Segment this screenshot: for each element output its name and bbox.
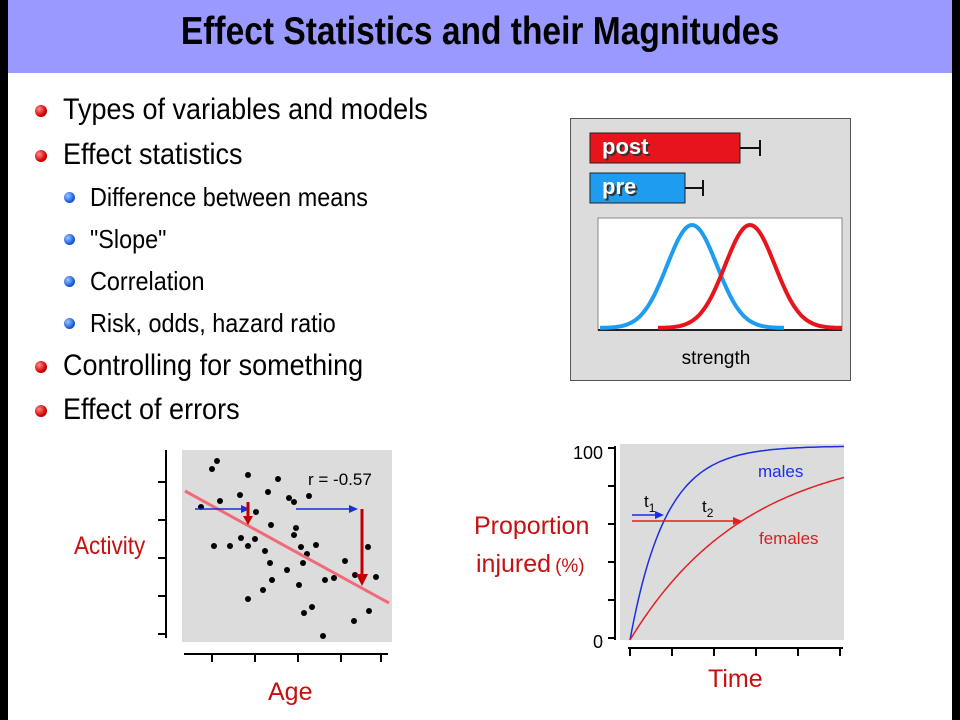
correlation-annotation: r = -0.57 <box>308 470 372 489</box>
strength-axis-label: strength <box>682 348 751 369</box>
bullet-icon <box>35 150 47 162</box>
scatter-point <box>269 577 275 583</box>
scatter-y-label: Activity <box>74 532 145 560</box>
scatter-point <box>227 543 233 549</box>
post-label: post <box>602 134 649 159</box>
survival-panel <box>620 444 844 640</box>
scatter-point <box>298 544 304 550</box>
slide: Effect Statistics and their Magnitudes T… <box>8 0 952 720</box>
arrow-head-icon <box>655 511 664 519</box>
y-tick-label-bottom: 0 <box>593 632 603 652</box>
t2-label: t2 <box>702 497 714 520</box>
y-tick-label-top: 100 <box>573 443 603 463</box>
bullet-icon <box>35 405 47 417</box>
scatter-point <box>217 498 223 504</box>
sub-bullet-icon <box>64 234 75 245</box>
scatter-point <box>306 493 312 499</box>
scatter-point <box>237 492 243 498</box>
scatter-point <box>245 543 251 549</box>
pre-bar <box>589 172 686 204</box>
scatter-point <box>275 476 281 482</box>
scatter-point <box>300 560 306 566</box>
scatter-point <box>291 532 297 538</box>
scatter-point <box>265 489 271 495</box>
survival-y-label-line1: Proportion <box>474 512 589 540</box>
scatter-point <box>309 604 315 610</box>
title-bar: Effect Statistics and their Magnitudes <box>8 0 952 73</box>
arrow-head-icon <box>733 517 742 525</box>
scatter-point <box>260 587 266 593</box>
scatter-point <box>293 525 299 531</box>
arrow-head-icon <box>356 574 368 586</box>
scatter-figure: r = -0.57 Activity Age <box>74 450 392 706</box>
scatter-point <box>291 499 297 505</box>
bullet-item: Types of variables and models <box>63 93 428 126</box>
scatter-point <box>301 610 307 616</box>
scatter-point <box>320 633 326 639</box>
bullet-item: Controlling for something <box>63 349 364 382</box>
scatter-point <box>262 548 268 554</box>
scatter-point <box>253 509 259 515</box>
pre-label-shadow: pre <box>604 176 638 201</box>
scatter-point <box>245 472 251 478</box>
females-curve <box>629 476 845 641</box>
scatter-point <box>296 582 302 588</box>
scatter-point <box>351 618 357 624</box>
scatter-point <box>284 567 290 573</box>
arrow-head-icon <box>243 516 253 525</box>
males-curve <box>629 445 844 641</box>
scatter-point <box>268 522 274 528</box>
bullet-icon <box>35 361 47 373</box>
t1-label: t1 <box>644 492 656 515</box>
bullet-item: Effect of errors <box>63 393 240 426</box>
sub-bullet-icon <box>64 276 75 287</box>
sub-bullet-icon <box>64 192 75 203</box>
scatter-point <box>245 596 251 602</box>
scatter-point <box>331 575 337 581</box>
scatter-point <box>267 560 273 566</box>
pre-label: pre <box>602 174 636 199</box>
scatter-point <box>352 572 358 578</box>
scatter-point <box>211 543 217 549</box>
sub-bullet-item: "Slope" <box>90 224 167 254</box>
scatter-point <box>286 495 292 501</box>
scatter-point <box>322 577 328 583</box>
scatter-point <box>252 536 258 542</box>
scatter-x-label: Age <box>268 678 312 706</box>
post-label-shadow: post <box>604 136 651 161</box>
bullet-icon <box>35 105 47 117</box>
scatter-points <box>198 458 379 639</box>
post-bar <box>589 132 741 164</box>
scatter-point <box>238 535 244 541</box>
bullet-item: Effect statistics <box>63 138 243 171</box>
means-figure: post post pre pre strength <box>570 118 851 381</box>
post-distribution-curve <box>657 222 843 330</box>
scatter-point <box>214 458 220 464</box>
pre-distribution-curve <box>599 222 785 330</box>
survival-figure: 100 0 t1 t2 males females Proportion inj… <box>474 443 845 693</box>
arrow-head-icon <box>349 505 358 513</box>
survival-x-label: Time <box>708 665 763 693</box>
scatter-point <box>365 544 371 550</box>
scatter-point <box>313 542 319 548</box>
arrow-head-icon <box>241 505 250 513</box>
sub-bullet-item: Difference between means <box>90 182 368 212</box>
slide-title: Effect Statistics and their Magnitudes <box>180 10 780 53</box>
sub-bullet-item: Risk, odds, hazard ratio <box>90 308 336 338</box>
survival-y-label-line2: injured (%) <box>476 550 585 578</box>
sub-bullet-item: Correlation <box>90 266 205 296</box>
scatter-point <box>373 574 379 580</box>
scatter-point <box>342 558 348 564</box>
scatter-point <box>366 608 372 614</box>
sub-bullet-icon <box>64 318 75 329</box>
scatter-point <box>209 466 215 472</box>
males-label: males <box>758 462 803 481</box>
females-label: females <box>759 529 819 548</box>
